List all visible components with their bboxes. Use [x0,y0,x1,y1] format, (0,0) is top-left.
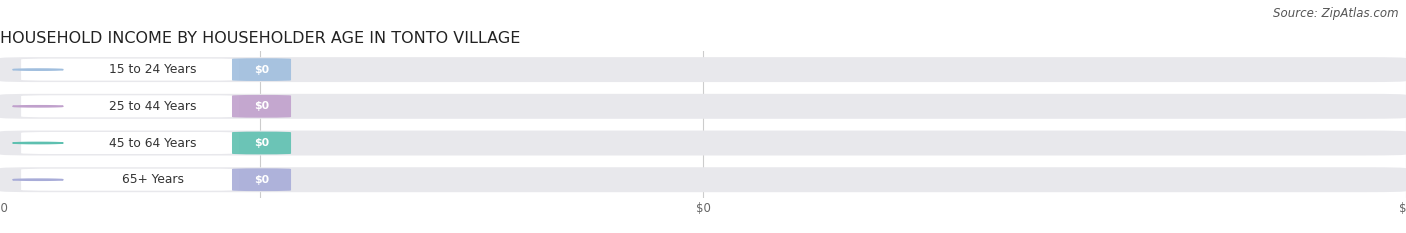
Text: 45 to 64 Years: 45 to 64 Years [110,137,197,150]
FancyBboxPatch shape [21,58,239,81]
Text: 15 to 24 Years: 15 to 24 Years [110,63,197,76]
FancyBboxPatch shape [21,169,239,191]
Circle shape [13,69,63,70]
FancyBboxPatch shape [232,168,291,191]
FancyBboxPatch shape [232,132,291,154]
Text: $0: $0 [254,101,269,111]
FancyBboxPatch shape [232,95,291,118]
FancyBboxPatch shape [21,95,239,117]
FancyBboxPatch shape [0,167,1406,192]
Text: HOUSEHOLD INCOME BY HOUSEHOLDER AGE IN TONTO VILLAGE: HOUSEHOLD INCOME BY HOUSEHOLDER AGE IN T… [0,31,520,46]
Text: $0: $0 [254,138,269,148]
FancyBboxPatch shape [0,94,1406,119]
Text: 25 to 44 Years: 25 to 44 Years [110,100,197,113]
Circle shape [13,179,63,180]
Circle shape [13,106,63,107]
FancyBboxPatch shape [232,58,291,81]
FancyBboxPatch shape [0,130,1406,155]
Circle shape [13,142,63,144]
Text: Source: ZipAtlas.com: Source: ZipAtlas.com [1274,7,1399,20]
FancyBboxPatch shape [0,57,1406,82]
Text: $0: $0 [254,175,269,185]
FancyBboxPatch shape [21,132,239,154]
Text: 65+ Years: 65+ Years [122,173,184,186]
Text: $0: $0 [254,65,269,75]
